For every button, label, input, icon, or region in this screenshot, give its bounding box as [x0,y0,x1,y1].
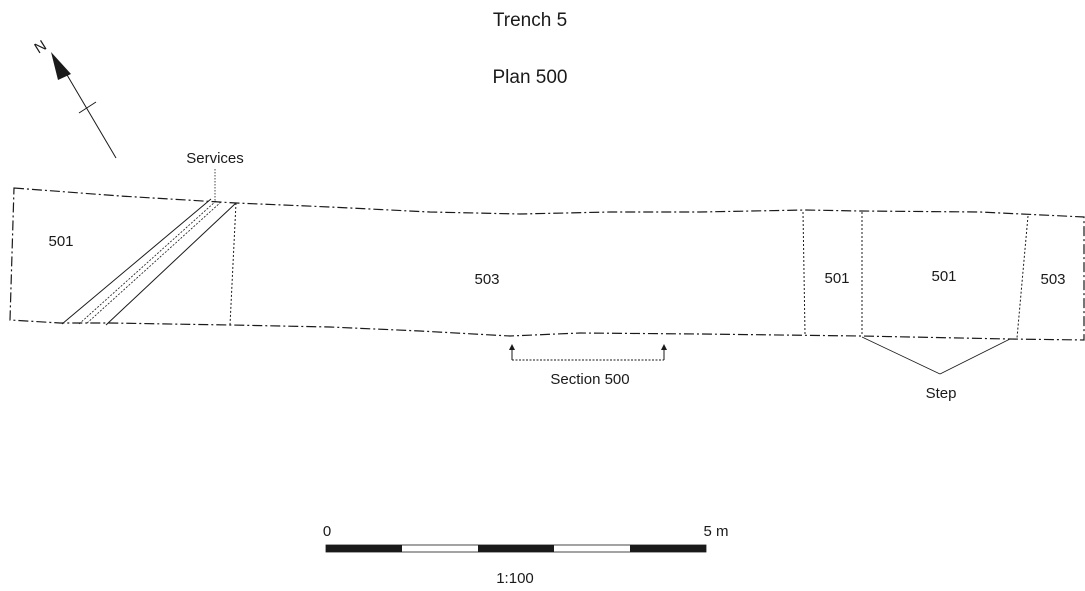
context-503-central: 503 [474,271,499,288]
trench-title: Trench 5 [493,10,567,31]
north-label: N [32,37,50,57]
scale-start-label: 0 [323,523,331,540]
scale-bar [325,544,707,553]
trench-outline [9,187,1085,341]
context-501-east-b: 501 [931,268,956,285]
section-label: Section 500 [550,371,629,388]
services-trench [61,198,237,326]
plan-title: Plan 500 [492,67,567,88]
services-label: Services [186,150,244,167]
context-501-west: 501 [48,233,73,250]
north-arrow-icon: N [32,37,117,159]
scale-end-label: 5 m [703,523,728,540]
context-boundaries [229,202,1029,339]
scale-ratio-label: 1:100 [496,570,534,587]
context-503-east: 503 [1040,271,1065,288]
section-marker [509,344,667,361]
step-label: Step [926,385,957,402]
context-501-east-a: 501 [824,270,849,287]
step-leader [861,336,1011,375]
